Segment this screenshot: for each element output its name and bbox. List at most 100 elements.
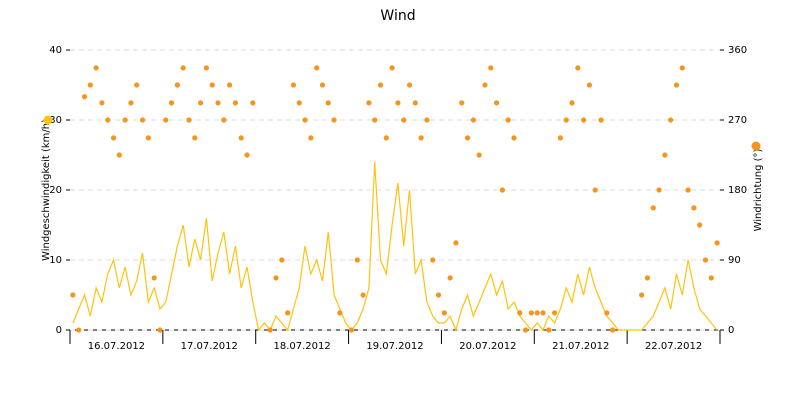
speed-line bbox=[72, 161, 718, 332]
direction-point bbox=[168, 100, 175, 106]
direction-point bbox=[226, 82, 233, 88]
direction-point bbox=[534, 310, 540, 316]
direction-point bbox=[377, 82, 384, 88]
direction-point bbox=[551, 310, 558, 316]
y-tick-label: 20 bbox=[49, 185, 62, 196]
direction-point bbox=[401, 117, 407, 123]
direction-point bbox=[441, 310, 447, 316]
direction-point bbox=[586, 82, 593, 88]
direction-point bbox=[575, 65, 581, 71]
direction-point bbox=[406, 82, 413, 88]
direction-point bbox=[557, 135, 564, 141]
direction-point bbox=[76, 327, 82, 333]
direction-point bbox=[528, 310, 534, 316]
y-tick-label: 0 bbox=[56, 325, 62, 336]
direction-point bbox=[493, 100, 500, 106]
direction-point bbox=[110, 135, 117, 141]
direction-point bbox=[151, 275, 157, 281]
direction-point bbox=[435, 292, 442, 298]
direction-point bbox=[453, 240, 459, 246]
direction-point bbox=[517, 310, 523, 316]
y-tick-label: 40 bbox=[49, 45, 62, 56]
direction-point bbox=[197, 100, 204, 106]
direction-point bbox=[546, 327, 552, 333]
direction-point bbox=[128, 100, 134, 106]
direction-point bbox=[186, 117, 192, 123]
direction-point bbox=[250, 100, 256, 106]
y2-tick-label: 0 bbox=[728, 325, 734, 336]
direction-point bbox=[447, 275, 453, 281]
direction-point bbox=[430, 257, 436, 263]
direction-point bbox=[232, 100, 239, 106]
legend-marker bbox=[751, 141, 761, 151]
direction-point bbox=[296, 100, 302, 106]
direction-point bbox=[673, 82, 680, 88]
direction-point bbox=[459, 100, 465, 106]
direction-point bbox=[418, 135, 424, 141]
y-axis-title: Windgeschwindigkeit (km/h) bbox=[41, 119, 52, 261]
x-tick-label: 21.07.2012 bbox=[552, 341, 609, 352]
direction-point bbox=[488, 65, 494, 71]
direction-point bbox=[87, 82, 93, 88]
direction-point bbox=[134, 82, 140, 88]
direction-point bbox=[319, 82, 326, 88]
direction-point bbox=[116, 152, 122, 158]
direction-point bbox=[372, 117, 378, 123]
direction-point bbox=[598, 117, 604, 123]
chart-title: Wind bbox=[380, 8, 415, 24]
direction-point bbox=[505, 117, 511, 123]
direction-point bbox=[581, 117, 587, 123]
direction-point bbox=[482, 82, 488, 88]
direction-point bbox=[610, 327, 616, 333]
direction-point bbox=[685, 187, 691, 193]
x-tick-label: 16.07.2012 bbox=[88, 341, 145, 352]
direction-point bbox=[569, 100, 575, 106]
direction-point bbox=[244, 152, 250, 158]
direction-point bbox=[424, 117, 430, 123]
y-tick-label: 30 bbox=[49, 115, 62, 126]
direction-point bbox=[290, 82, 297, 88]
direction-point bbox=[476, 152, 482, 158]
direction-point bbox=[221, 117, 227, 123]
x-tick-label: 20.07.2012 bbox=[459, 341, 516, 352]
direction-point bbox=[99, 100, 105, 106]
direction-point bbox=[702, 257, 709, 263]
direction-point bbox=[511, 135, 517, 141]
direction-point bbox=[279, 257, 285, 263]
direction-point bbox=[348, 327, 355, 333]
direction-point bbox=[679, 65, 685, 71]
direction-point bbox=[122, 117, 128, 123]
direction-point bbox=[273, 275, 279, 281]
direction-point bbox=[192, 135, 198, 141]
direction-point bbox=[238, 135, 244, 141]
direction-point bbox=[540, 310, 546, 316]
direction-point bbox=[389, 65, 395, 71]
direction-point bbox=[267, 327, 273, 333]
direction-point bbox=[209, 82, 215, 88]
direction-point bbox=[639, 292, 645, 298]
direction-point bbox=[563, 117, 569, 123]
direction-point bbox=[714, 240, 720, 246]
direction-point bbox=[656, 187, 662, 193]
y2-axis-title: Windrichtung (°) bbox=[753, 149, 764, 232]
direction-point bbox=[174, 82, 180, 88]
y2-tick-label: 360 bbox=[728, 45, 747, 56]
direction-point bbox=[354, 257, 360, 263]
direction-point bbox=[592, 187, 598, 193]
direction-point bbox=[81, 94, 88, 100]
direction-point bbox=[360, 292, 366, 298]
direction-point bbox=[644, 275, 651, 281]
direction-point bbox=[691, 205, 697, 211]
y2-tick-label: 180 bbox=[728, 185, 747, 196]
direction-point bbox=[470, 117, 476, 123]
direction-point bbox=[285, 310, 291, 316]
x-tick-label: 19.07.2012 bbox=[366, 341, 423, 352]
direction-point bbox=[157, 327, 163, 333]
direction-point bbox=[395, 100, 401, 106]
direction-point bbox=[70, 292, 76, 298]
y2-tick-label: 90 bbox=[728, 255, 741, 266]
direction-point bbox=[337, 310, 343, 316]
direction-point bbox=[662, 152, 668, 158]
direction-point bbox=[604, 310, 610, 316]
